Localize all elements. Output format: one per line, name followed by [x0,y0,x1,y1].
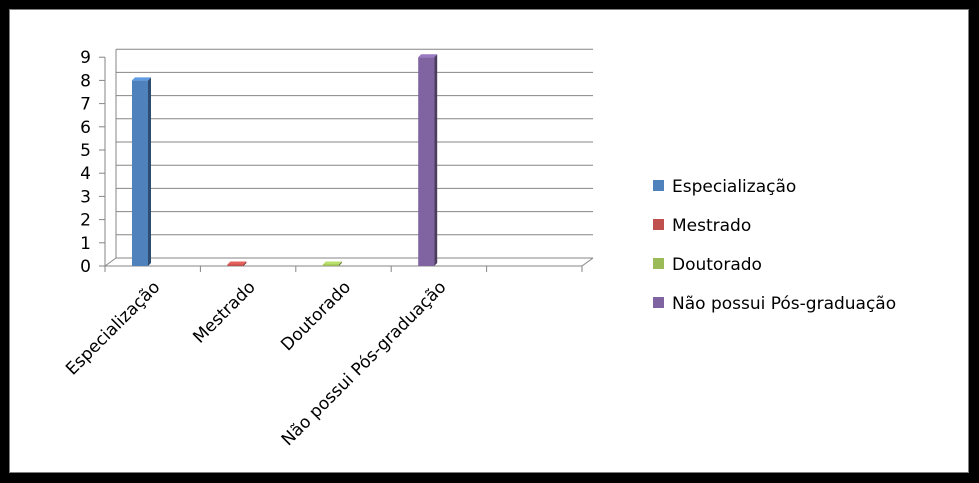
y-tick-label: 8 [80,71,91,91]
x-tick-label: Doutorado [277,277,355,355]
bar-front [227,264,244,266]
bar-front [418,57,435,267]
y-tick-label: 2 [80,211,91,231]
chart-frame: 0 1 2 3 4 5 6 7 8 9 Especialização Mestrado Doutora… [9,9,969,473]
bar-2 [322,261,342,266]
legend-swatch [653,180,664,191]
bar-top [322,261,342,265]
legend-swatch [653,297,664,308]
bar-side [338,261,342,266]
floor-edge [105,257,594,267]
legend-item: Mestrado [653,216,751,236]
legend-label: Não possui Pós-graduação [672,294,896,314]
legend-label: Mestrado [672,216,751,236]
y-tick-label: 9 [80,48,91,68]
bar-front [322,264,339,266]
legend-swatch [653,219,664,230]
legend-item: Não possui Pós-graduação [653,294,896,314]
bars [132,54,438,267]
bar-top [227,261,247,265]
x-tick-label: Não possui Pós-graduação [278,277,451,450]
y-tick-label: 0 [80,257,91,277]
chart-walls [104,49,594,272]
y-tick-label: 1 [80,234,91,254]
bar-side [434,54,438,267]
y-axis: 0 1 2 3 4 5 6 7 8 9 [80,48,106,277]
legend-item: Especialização [653,177,796,197]
bar-top [418,54,438,58]
bar-0 [132,77,151,267]
y-tick-label: 6 [80,118,91,138]
legend-item: Doutorado [653,255,762,275]
legend-label: Doutorado [672,255,762,275]
legend: Especialização Mestrado Doutorado Não possu… [653,177,896,314]
y-tick-label: 4 [80,164,91,184]
legend-swatch [653,258,664,269]
x-tick-label: Especialização [62,277,164,379]
y-tick-label: 7 [80,95,91,115]
bar-side [243,261,247,266]
side-wall [104,49,117,267]
bar-side [148,77,151,267]
x-tick-label: Mestrado [189,277,259,347]
bar-top [132,77,151,81]
y-tick-label: 5 [80,141,91,161]
bar-3 [418,54,438,267]
y-tick-label: 3 [80,187,91,207]
gridlines [116,48,593,259]
bar-chart: 0 1 2 3 4 5 6 7 8 9 Especialização Mestrado Doutora… [62,48,896,450]
legend-label: Especialização [672,177,796,197]
bar-front [132,80,148,267]
bar-1 [227,261,247,266]
